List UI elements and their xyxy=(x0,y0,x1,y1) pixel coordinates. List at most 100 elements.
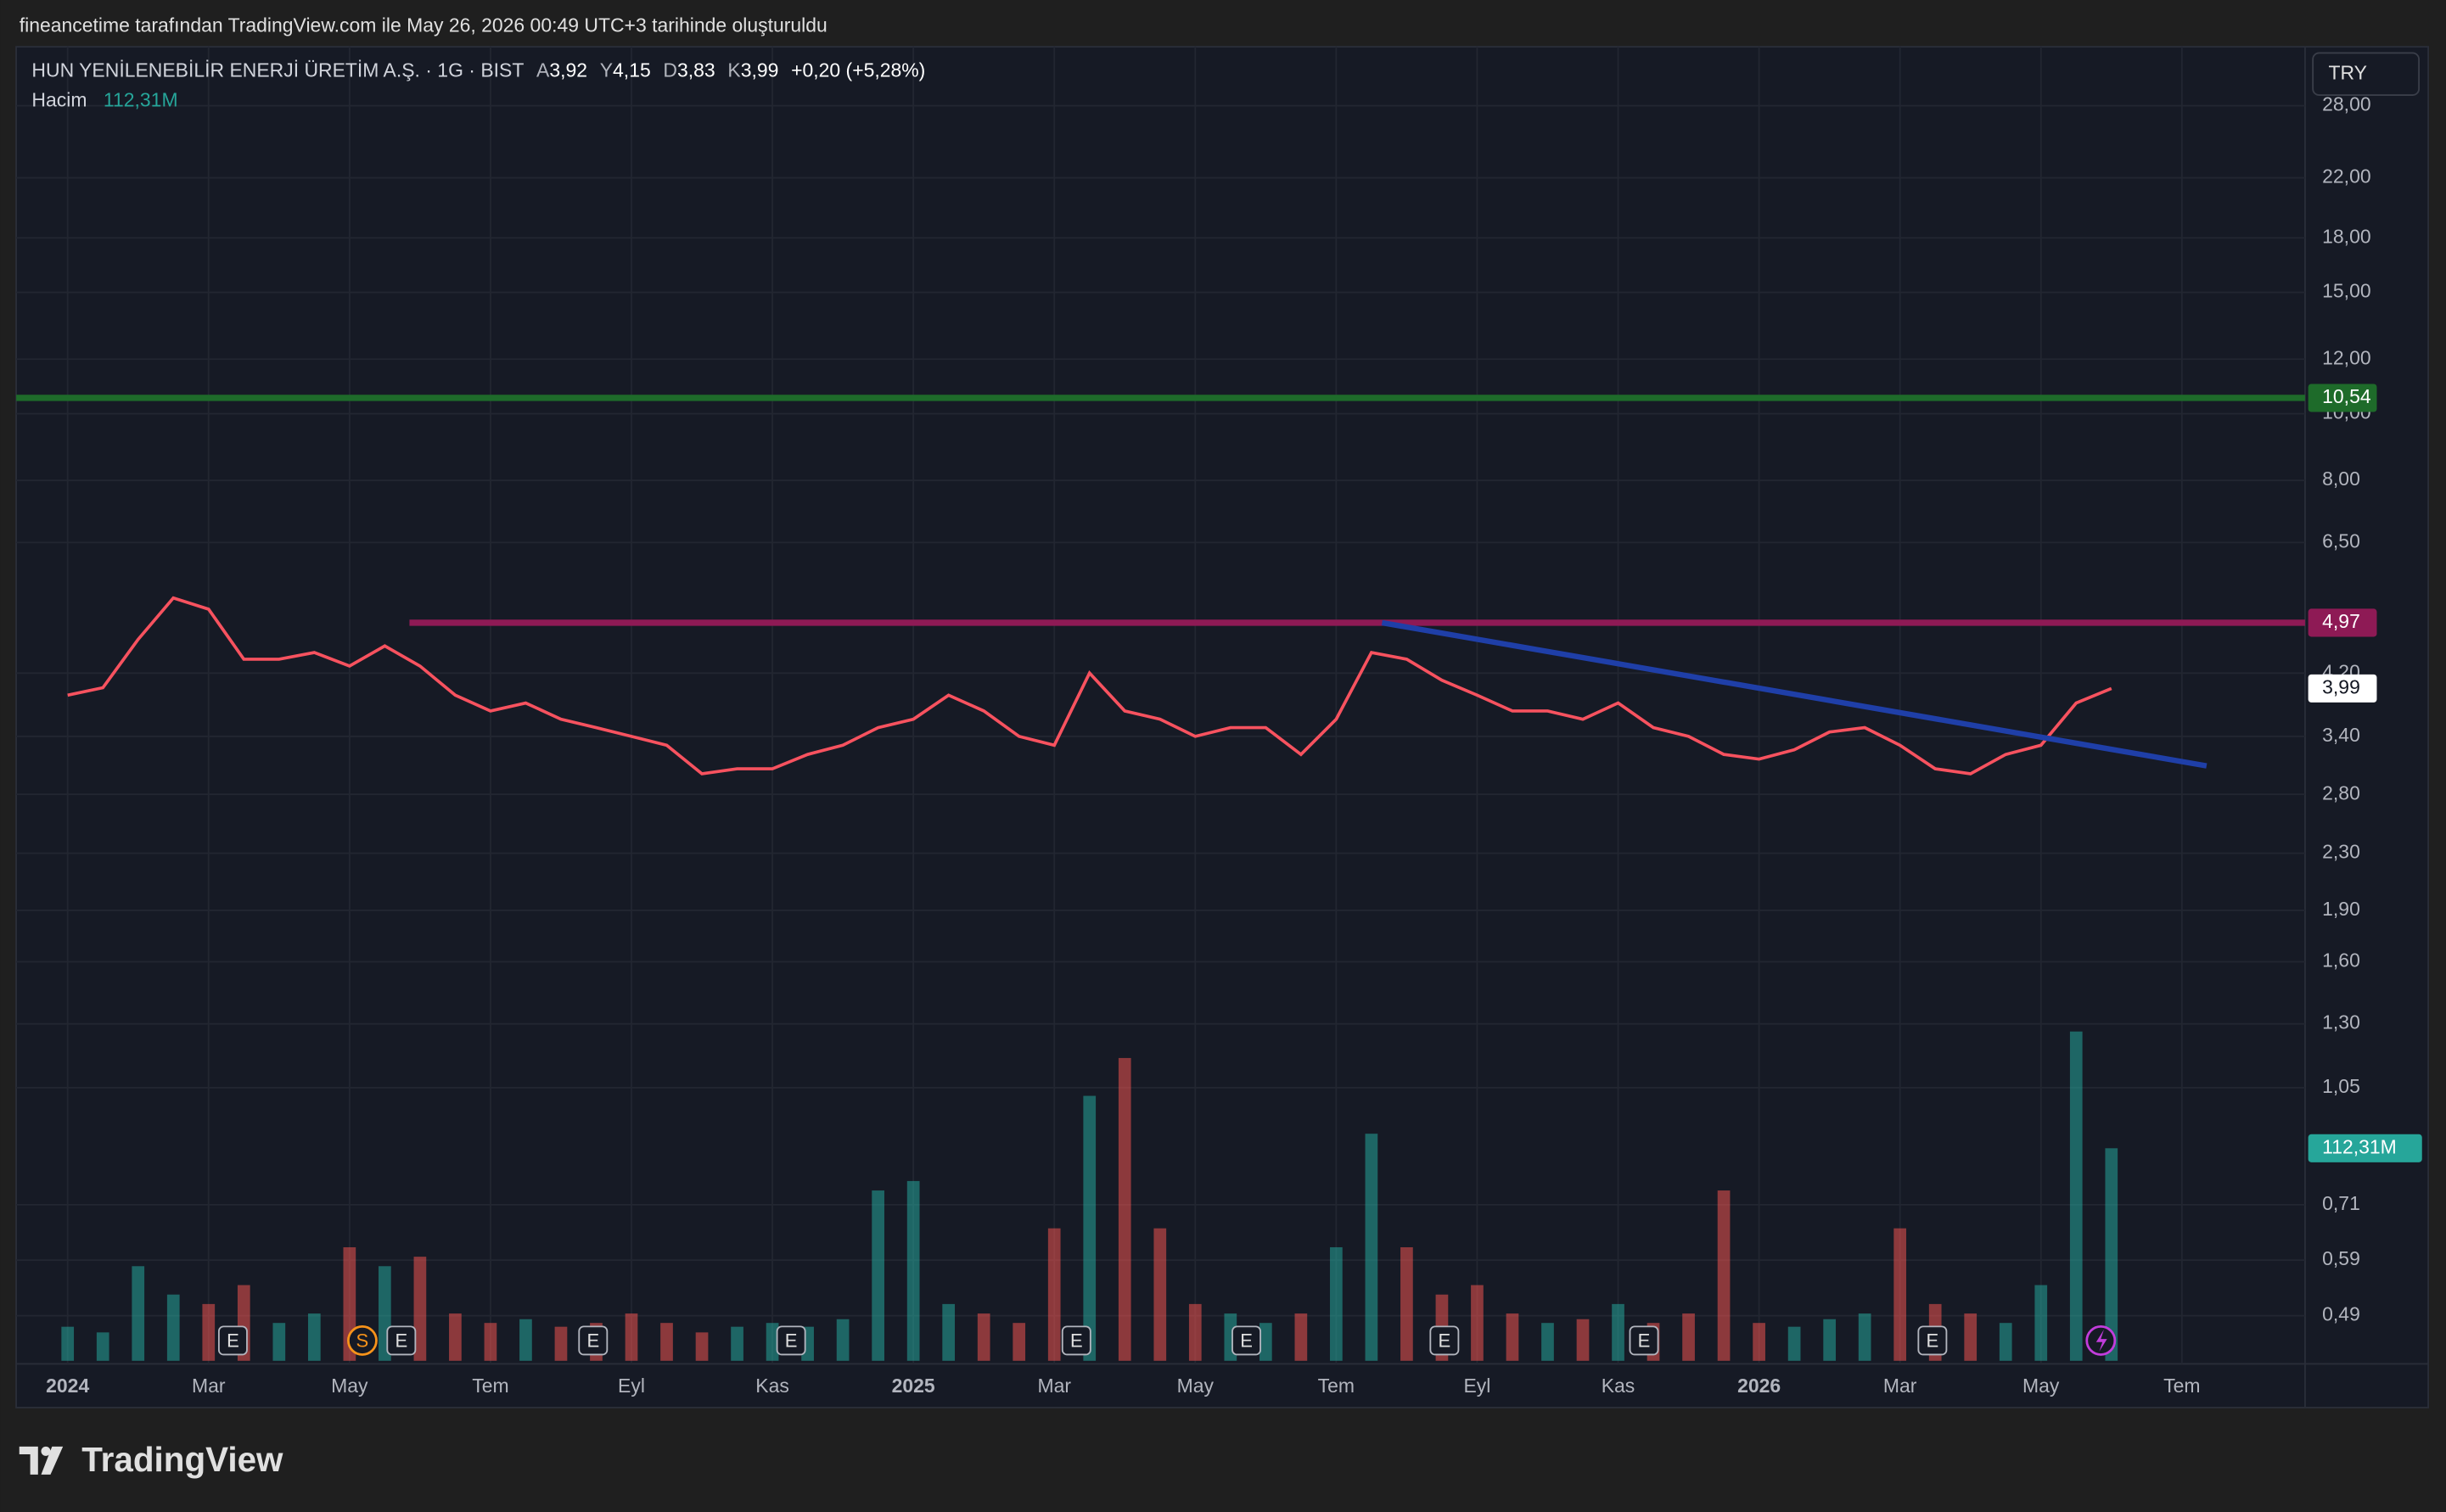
price-label-bg xyxy=(2308,384,2377,412)
y-tick-label: 3,40 xyxy=(2322,724,2360,746)
event-marker xyxy=(217,1325,248,1356)
x-tick-label: May xyxy=(2022,1375,2060,1397)
x-tick-label: 2025 xyxy=(892,1375,935,1397)
volume-bar xyxy=(1787,1326,1801,1361)
volume-bar xyxy=(1083,1095,1097,1361)
volume-bar xyxy=(166,1294,180,1361)
event-label: E xyxy=(1439,1330,1451,1352)
event-label: E xyxy=(785,1330,798,1352)
y-tick-label: 15,00 xyxy=(2322,280,2370,302)
volume-bar xyxy=(2034,1285,2048,1361)
y-tick-label: 2,80 xyxy=(2322,781,2360,804)
volume-bar xyxy=(906,1180,920,1361)
volume-bar xyxy=(836,1319,850,1361)
volume-bar xyxy=(132,1266,145,1361)
grid xyxy=(16,47,2305,1364)
y-tick-label: 2,30 xyxy=(2322,841,2360,863)
y-tick-label: 1,90 xyxy=(2322,898,2360,920)
x-tick-label: 2026 xyxy=(1737,1375,1781,1397)
brand-logo xyxy=(19,1446,64,1475)
y-tick-label: 1,30 xyxy=(2322,1011,2360,1033)
event-label: E xyxy=(1240,1330,1253,1352)
volume-bar xyxy=(519,1319,532,1361)
volume-bar xyxy=(1893,1228,1907,1361)
volume-bar xyxy=(1612,1303,1624,1361)
volume-bar xyxy=(96,1332,109,1361)
ohlc-value: 3,83 xyxy=(677,59,715,81)
volume-bar xyxy=(1541,1323,1554,1361)
y-tick-label: 0,49 xyxy=(2322,1303,2360,1325)
lightning-marker xyxy=(2085,1325,2117,1356)
y-tick-label: 22,00 xyxy=(2322,165,2370,188)
chart-frame xyxy=(15,46,2430,1408)
event-label: E xyxy=(586,1330,599,1352)
event-marker xyxy=(1061,1325,1091,1356)
volume-bar xyxy=(61,1326,75,1361)
legend: HUN YENİLENEBİLİR ENERJİ ÜRETİM A.Ş. · 1… xyxy=(31,59,925,111)
volume-bar xyxy=(625,1313,638,1361)
last-price-label: 3,99 xyxy=(2322,675,2360,697)
event-label: E xyxy=(1638,1330,1651,1352)
event-marker xyxy=(776,1325,806,1356)
brand: TradingView xyxy=(81,1440,283,1479)
event-label: E xyxy=(227,1330,239,1352)
volume-bar xyxy=(872,1190,884,1361)
volume-bar xyxy=(1365,1134,1378,1361)
x-tick-label: Tem xyxy=(472,1375,508,1397)
y-tick-label: 28,00 xyxy=(2322,93,2370,115)
volume-bar xyxy=(1188,1303,1202,1361)
volume-bar xyxy=(1400,1246,1413,1361)
volume-bar xyxy=(1047,1228,1061,1361)
x-tick-label: May xyxy=(331,1375,368,1397)
event-label: E xyxy=(395,1330,407,1352)
last-price-bg xyxy=(2308,674,2377,703)
volume-bar xyxy=(1858,1313,1871,1361)
ohlc-key: D xyxy=(663,59,677,81)
price-label-bg xyxy=(2308,608,2377,637)
x-tick-label: May xyxy=(1177,1375,1215,1397)
event-marker xyxy=(1629,1325,1659,1356)
volume-bar xyxy=(1013,1323,1026,1361)
volume-bar xyxy=(1823,1319,1836,1361)
ohlc-value: 3,99 xyxy=(741,59,779,81)
volume-bar xyxy=(272,1323,286,1361)
event-label: E xyxy=(1927,1330,1939,1352)
volume-bar xyxy=(1259,1323,1272,1361)
event-label: S xyxy=(356,1330,369,1352)
event-marker xyxy=(1429,1325,1460,1356)
volume-bar xyxy=(1964,1313,1978,1361)
currency[interactable]: TRY xyxy=(2329,61,2368,83)
x-tick-label: Eyl xyxy=(1464,1375,1491,1397)
event-marker xyxy=(578,1325,609,1356)
volume-legend: Hacim xyxy=(31,88,87,110)
y-tick-label: 0,59 xyxy=(2322,1247,2360,1269)
volume-bar xyxy=(977,1313,990,1361)
x-tick-label: Mar xyxy=(1883,1375,1917,1397)
plot xyxy=(16,395,2305,776)
ohlc-key: Y xyxy=(600,59,613,81)
currency-button[interactable] xyxy=(2312,52,2420,96)
x-tick-label: Tem xyxy=(1318,1375,1355,1397)
volume-bar xyxy=(307,1313,321,1361)
symbol: HUN YENİLENEBİLİR ENERJİ ÜRETİM A.Ş. · 1… xyxy=(31,59,524,81)
event-label: E xyxy=(1070,1330,1083,1352)
volume-bar xyxy=(1471,1285,1484,1361)
x-tick-label: Mar xyxy=(1037,1375,1071,1397)
x-tick-label: Mar xyxy=(192,1375,226,1397)
volume xyxy=(61,1031,2118,1361)
ohlc-value: 3,92 xyxy=(549,59,587,81)
volume-bar xyxy=(1506,1313,1519,1361)
volume-bar xyxy=(449,1313,462,1361)
change: +0,20 (+5,28%) xyxy=(791,59,925,81)
y-tick-label: 12,00 xyxy=(2322,346,2370,368)
y-tick-label: 8,00 xyxy=(2322,468,2360,490)
ohlc-key: A xyxy=(536,59,550,81)
volume-bar xyxy=(1682,1313,1695,1361)
event-marker xyxy=(386,1325,417,1356)
volume-bar xyxy=(1153,1228,1167,1361)
y-tick-label: 1,05 xyxy=(2322,1075,2360,1097)
price-label: 4,97 xyxy=(2322,610,2360,632)
volume-bar xyxy=(660,1323,673,1361)
